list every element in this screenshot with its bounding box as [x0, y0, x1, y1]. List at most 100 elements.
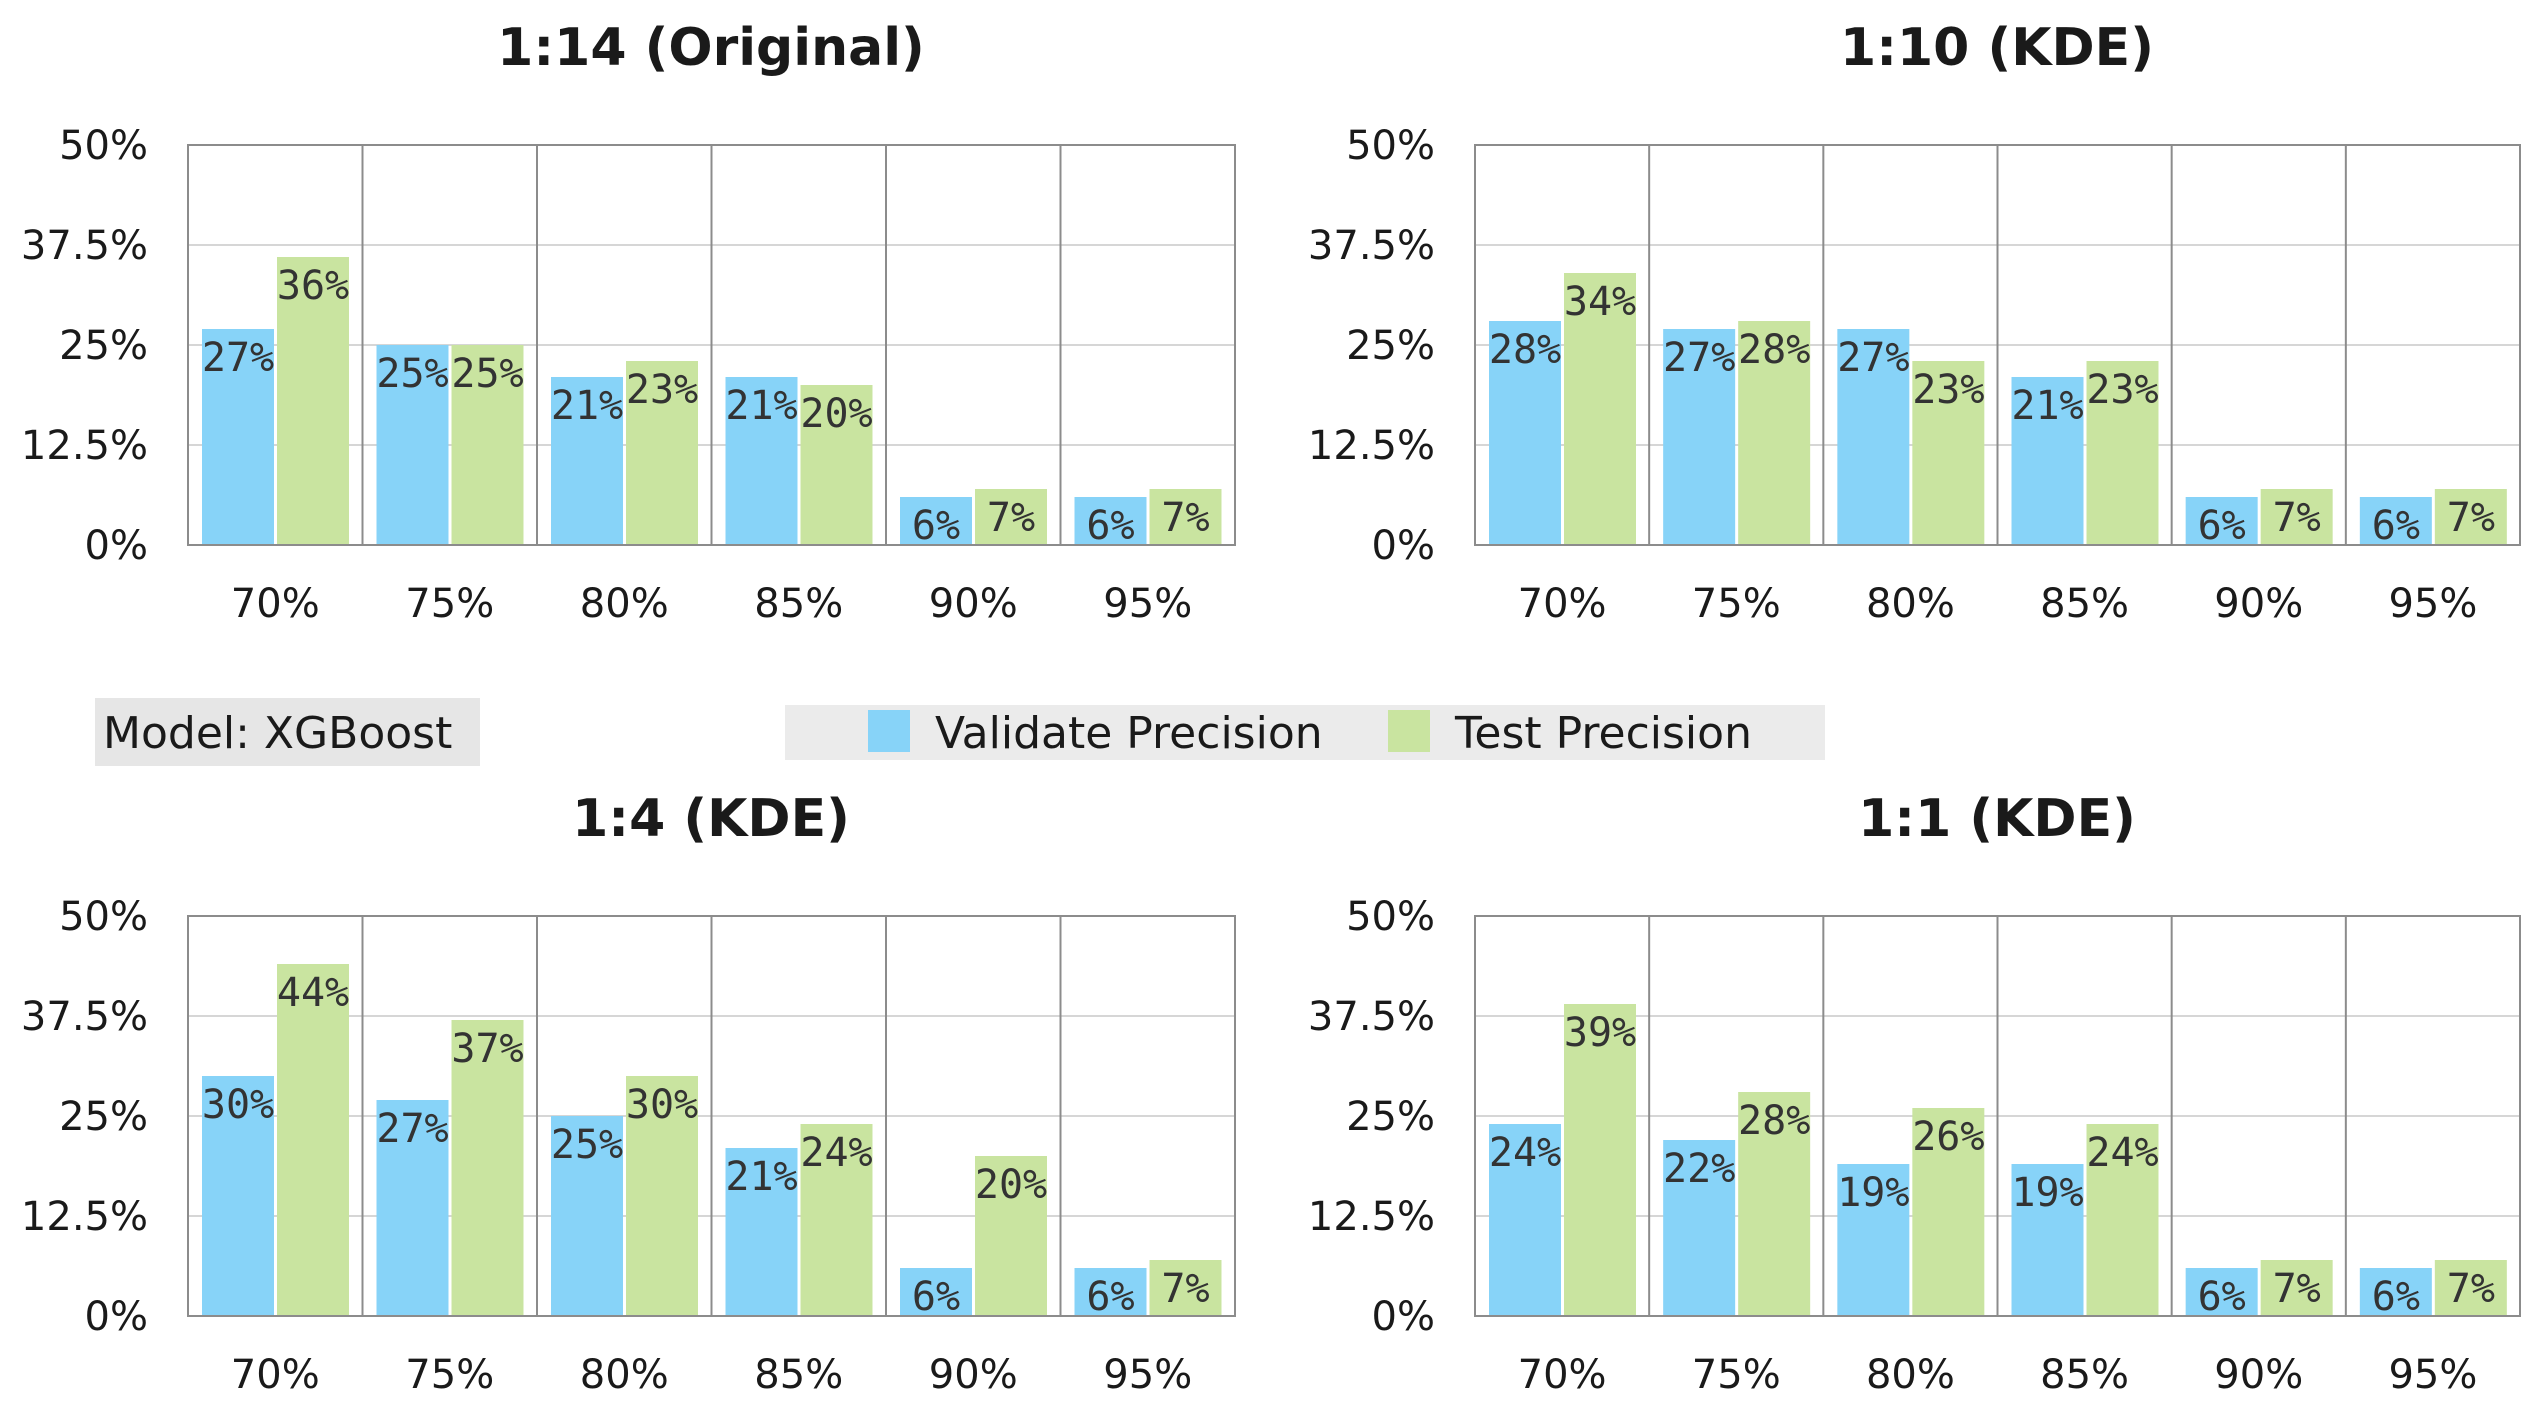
- y-tick-label: 50%: [1346, 894, 1435, 940]
- x-tick-label: 80%: [1866, 1352, 1955, 1398]
- x-tick-label: 75%: [405, 581, 494, 627]
- bar-test: [277, 257, 349, 545]
- y-tick-label: 0%: [1372, 523, 1435, 569]
- data-label-test: 30%: [626, 1082, 698, 1128]
- y-tick-label: 25%: [59, 1094, 148, 1140]
- y-tick-label: 50%: [1346, 123, 1435, 169]
- x-tick-label: 80%: [1866, 581, 1955, 627]
- y-tick-label: 12.5%: [1308, 1194, 1435, 1240]
- bar-validate: [202, 329, 274, 545]
- x-tick-label: 90%: [929, 581, 1018, 627]
- bar-validate: [2359, 1268, 2432, 1316]
- bar-test: [1912, 1108, 1985, 1316]
- bar-test: [451, 1020, 524, 1316]
- bar-test: [1149, 1260, 1222, 1316]
- bar-test: [800, 385, 873, 545]
- x-tick-label: 95%: [1103, 581, 1192, 627]
- y-tick-label: 12.5%: [1308, 423, 1435, 469]
- y-tick-label: 37.5%: [1308, 994, 1435, 1040]
- bar-test: [2434, 1260, 2507, 1316]
- x-tick-label: 70%: [231, 581, 320, 627]
- x-tick-label: 80%: [580, 581, 669, 627]
- bar-validate: [1663, 1140, 1736, 1316]
- x-tick-label: 95%: [2388, 581, 2477, 627]
- data-label-validate: 25%: [376, 351, 448, 397]
- data-label-test: 23%: [1912, 367, 1984, 413]
- data-label-test: 7%: [1161, 495, 1209, 541]
- data-label-test: 24%: [2086, 1130, 2158, 1176]
- x-tick-label: 85%: [754, 581, 843, 627]
- bar-test: [1564, 1004, 1636, 1316]
- y-tick-label: 0%: [85, 523, 148, 569]
- data-label-test: 7%: [2273, 495, 2321, 541]
- x-tick-label: 85%: [2040, 581, 2129, 627]
- bar-validate: [2011, 1164, 2084, 1316]
- x-tick-label: 75%: [405, 1352, 494, 1398]
- bar-validate: [551, 377, 623, 545]
- y-tick-label: 12.5%: [21, 1194, 148, 1240]
- chart-title: 1:10 (KDE): [1840, 18, 2154, 78]
- bar-test: [2086, 1124, 2159, 1316]
- bar-validate: [900, 1268, 972, 1316]
- y-tick-label: 12.5%: [21, 423, 148, 469]
- bar-validate: [2185, 1268, 2258, 1316]
- data-label-validate: 6%: [912, 503, 960, 549]
- x-tick-label: 85%: [754, 1352, 843, 1398]
- bar-test: [626, 1076, 698, 1316]
- data-label-validate: 6%: [1086, 1274, 1134, 1320]
- bar-validate: [2011, 377, 2084, 545]
- chart-title: 1:4 (KDE): [572, 789, 850, 849]
- legend-swatch-validate: [868, 710, 910, 752]
- bar-validate: [202, 1076, 274, 1316]
- bar-validate: [900, 497, 972, 545]
- bar-validate: [1489, 321, 1561, 545]
- data-label-test: 23%: [2086, 367, 2158, 413]
- legend-label-validate: Validate Precision: [935, 708, 1323, 759]
- data-label-validate: 6%: [2198, 503, 2246, 549]
- data-label-test: 28%: [1738, 327, 1810, 373]
- data-label-validate: 6%: [1086, 503, 1134, 549]
- plot-frame: [1474, 144, 2521, 546]
- bar-test: [2260, 489, 2333, 545]
- x-tick-label: 70%: [1518, 581, 1607, 627]
- chart-title: 1:1 (KDE): [1858, 789, 2136, 849]
- data-label-validate: 25%: [551, 1122, 623, 1168]
- data-label-validate: 27%: [1837, 335, 1909, 381]
- model-label: Model: XGBoost: [103, 708, 452, 759]
- x-tick-label: 90%: [2214, 1352, 2303, 1398]
- bar-test: [1149, 489, 1222, 545]
- x-tick-label: 70%: [1518, 1352, 1607, 1398]
- bar-test: [1564, 273, 1636, 545]
- y-tick-label: 37.5%: [1308, 223, 1435, 269]
- y-tick-label: 37.5%: [21, 994, 148, 1040]
- x-tick-label: 95%: [2388, 1352, 2477, 1398]
- plot-frame: [187, 144, 1236, 546]
- bar-test: [800, 1124, 873, 1316]
- data-label-test: 23%: [626, 367, 698, 413]
- x-tick-label: 90%: [2214, 581, 2303, 627]
- y-tick-label: 37.5%: [21, 223, 148, 269]
- data-label-test: 24%: [800, 1130, 872, 1176]
- data-label-test: 44%: [277, 970, 349, 1016]
- data-label-validate: 6%: [2372, 503, 2420, 549]
- data-label-test: 20%: [975, 1162, 1047, 1208]
- data-label-test: 34%: [1564, 279, 1636, 325]
- bar-test: [975, 1156, 1047, 1316]
- data-label-test: 39%: [1564, 1010, 1636, 1056]
- x-tick-label: 80%: [580, 1352, 669, 1398]
- data-label-validate: 22%: [1663, 1146, 1735, 1192]
- bar-validate: [1663, 329, 1736, 545]
- plot-frame: [187, 915, 1236, 1317]
- bar-test: [1738, 321, 1811, 545]
- bar-validate: [1074, 497, 1147, 545]
- x-tick-label: 95%: [1103, 1352, 1192, 1398]
- legend: Validate Precision Test Precision: [785, 705, 1825, 760]
- data-label-validate: 19%: [2011, 1170, 2083, 1216]
- data-label-validate: 21%: [551, 383, 623, 429]
- data-label-test: 25%: [451, 351, 523, 397]
- data-label-test: 37%: [451, 1026, 523, 1072]
- data-label-validate: 27%: [1663, 335, 1735, 381]
- chart-1-10-kde: 1:10 (KDE)0%12.5%25%37.5%50%28% 27% 27%21%…: [1308, 18, 2521, 627]
- bar-test: [1738, 1092, 1811, 1316]
